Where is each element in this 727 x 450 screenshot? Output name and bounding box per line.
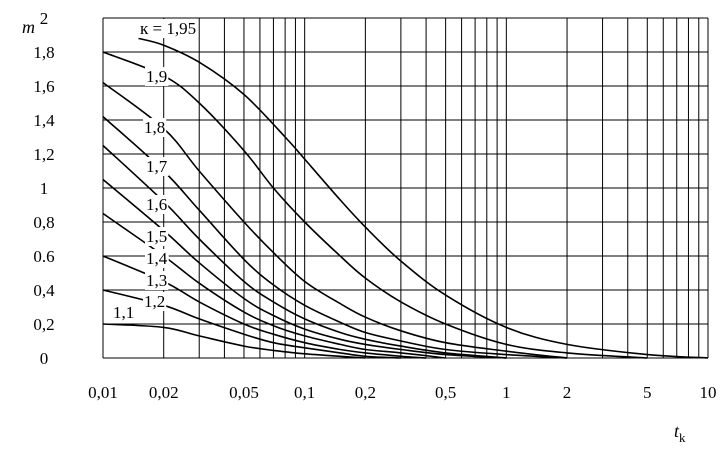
tick-labels: 0,01 0,02 0,05 0,1 0,2 0,5 1 2 5 10 0 0,2 0,4 0.6 0,8 1… <box>33 9 716 402</box>
series-curve <box>102 116 568 359</box>
series-label: к = 1,95 <box>140 19 196 38</box>
series-label-background <box>143 118 167 137</box>
x-tick-label: 0,02 <box>149 383 179 402</box>
series-label: 1,4 <box>146 249 168 268</box>
grid <box>102 17 709 359</box>
series-label: 1,2 <box>144 292 165 311</box>
series-curve <box>102 323 366 359</box>
y-tick-label: 1 <box>40 179 49 198</box>
y-tick-label: 0,2 <box>33 315 54 334</box>
x-tick-label: 1 <box>502 383 511 402</box>
series-label-background <box>145 195 169 214</box>
series-label-background <box>145 249 169 268</box>
series-label: 1,1 <box>113 303 134 322</box>
series-labels: к = 1,95 1,9 1,8 1,7 1,6 1,5 1,4 1,3 1,2 1,1 <box>112 19 198 322</box>
series-curves <box>102 37 709 359</box>
series-label: 1,5 <box>146 227 167 246</box>
series-curve <box>102 51 648 359</box>
series-curve <box>138 37 709 359</box>
x-axis-label-subscript: k <box>679 430 686 445</box>
x-axis-label-main: t <box>674 421 680 441</box>
series-label: 1,9 <box>146 67 167 86</box>
series-label-background <box>143 292 167 311</box>
series-curve <box>102 178 507 359</box>
x-tick-label: 0,1 <box>294 383 315 402</box>
series-label: 1,7 <box>146 157 168 176</box>
series-label-background <box>139 19 198 38</box>
x-tick-label: 5 <box>643 383 652 402</box>
x-tick-label: 0,5 <box>435 383 456 402</box>
series-curve <box>102 81 568 359</box>
y-tick-label: 1,6 <box>33 77 54 96</box>
y-tick-label: 1,8 <box>33 43 54 62</box>
series-label-background <box>145 271 169 290</box>
series-curve <box>102 212 446 359</box>
y-axis-label: m <box>22 17 35 37</box>
y-tick-label: 0.6 <box>33 247 54 266</box>
series-label-background <box>145 227 169 246</box>
x-tick-label: 2 <box>563 383 572 402</box>
y-tick-label: 2 <box>40 9 49 28</box>
x-tick-label: 10 <box>700 383 717 402</box>
x-axis-label: tk <box>674 421 686 445</box>
series-label-background <box>145 67 169 86</box>
series-label: 1,8 <box>144 118 165 137</box>
y-tick-label: 0 <box>40 349 49 368</box>
series-label-background <box>112 303 136 322</box>
series-curve <box>102 255 427 359</box>
series-curve <box>102 144 507 359</box>
series-label: 1,6 <box>146 195 167 214</box>
y-tick-label: 0,4 <box>33 281 55 300</box>
y-tick-label: 1,4 <box>33 111 55 130</box>
series-label: 1,3 <box>146 271 167 290</box>
x-tick-label: 0,2 <box>355 383 376 402</box>
series-label-background <box>145 157 169 176</box>
y-tick-label: 0,8 <box>33 213 54 232</box>
series-curve <box>102 289 401 359</box>
x-tick-label: 0,05 <box>229 383 259 402</box>
y-tick-label: 1,2 <box>33 145 54 164</box>
x-tick-label: 0,01 <box>88 383 118 402</box>
